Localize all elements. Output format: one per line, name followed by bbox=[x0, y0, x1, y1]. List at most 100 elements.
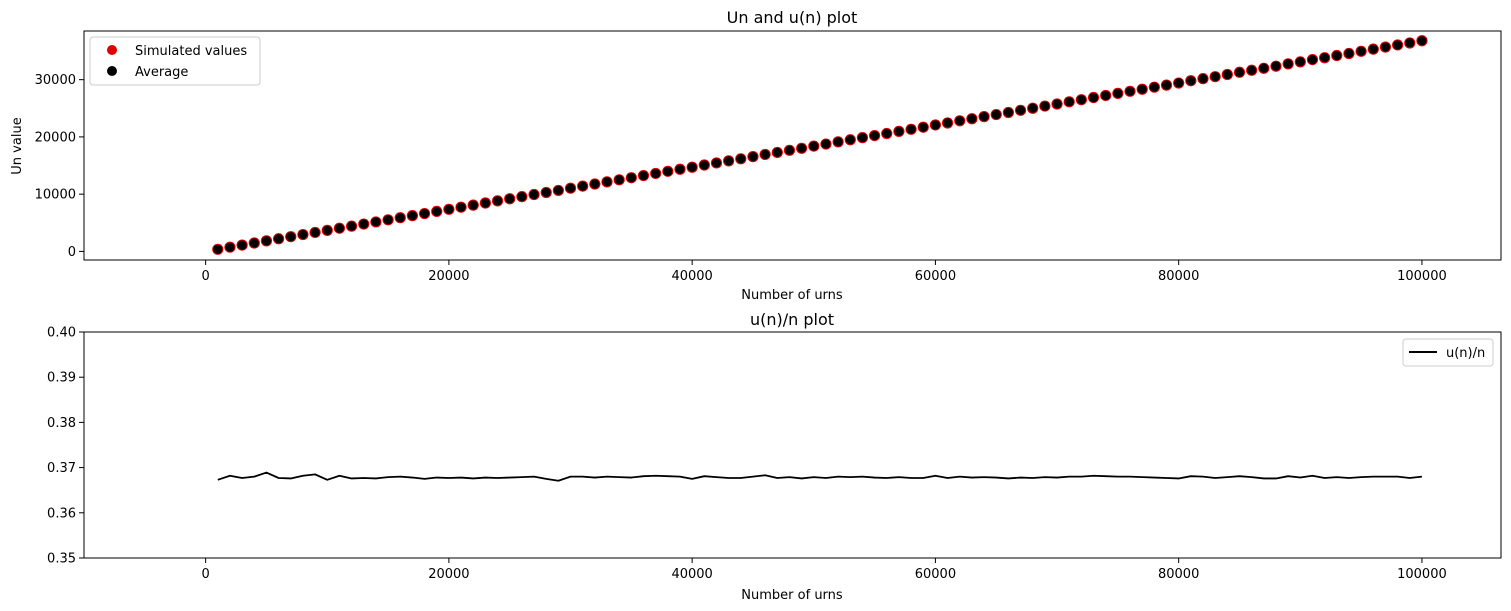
point-average bbox=[1295, 57, 1305, 67]
y-tick-label: 0.39 bbox=[47, 371, 76, 386]
point-average bbox=[359, 219, 369, 229]
x-tick-label: 60000 bbox=[915, 269, 956, 284]
point-average bbox=[857, 133, 868, 143]
y-tick-label: 0.37 bbox=[47, 461, 76, 476]
legend-label-simulated: Simulated values bbox=[135, 44, 247, 59]
point-average bbox=[249, 238, 259, 248]
y-tick-label: 20000 bbox=[35, 130, 76, 145]
point-average bbox=[261, 236, 272, 246]
y-tick-label: 30000 bbox=[35, 73, 76, 88]
x-tick-label: 20000 bbox=[428, 269, 469, 284]
point-average bbox=[1137, 84, 1147, 94]
bottom-legend-box bbox=[1402, 338, 1494, 367]
series-line-ratio bbox=[217, 471, 1423, 482]
point-average bbox=[1210, 71, 1220, 82]
point-average bbox=[322, 225, 332, 235]
point-average bbox=[395, 213, 405, 223]
point-average bbox=[1198, 74, 1208, 84]
point-average bbox=[955, 116, 965, 126]
point-average bbox=[1417, 36, 1427, 46]
point-average bbox=[444, 204, 454, 214]
point-average bbox=[784, 145, 795, 155]
point-average bbox=[711, 158, 722, 168]
point-average bbox=[346, 221, 357, 231]
point-average bbox=[1320, 52, 1330, 63]
point-average bbox=[918, 122, 928, 132]
y-tick-label: 10000 bbox=[35, 188, 76, 203]
point-average bbox=[1040, 101, 1050, 111]
point-average bbox=[1307, 55, 1318, 65]
point-average bbox=[967, 114, 977, 124]
point-average bbox=[334, 223, 345, 233]
top-legend: Simulated values Average bbox=[89, 36, 261, 86]
series-average bbox=[213, 36, 1427, 254]
point-average bbox=[724, 156, 734, 166]
point-average bbox=[578, 181, 588, 191]
point-average bbox=[1161, 80, 1172, 90]
point-average bbox=[1405, 38, 1415, 48]
point-average bbox=[1344, 48, 1354, 58]
point-average bbox=[1271, 61, 1281, 71]
point-average bbox=[1186, 76, 1196, 86]
point-average bbox=[1101, 90, 1111, 101]
point-average bbox=[663, 166, 673, 176]
legend-marker-simulated bbox=[107, 45, 117, 55]
point-average bbox=[383, 215, 393, 225]
top-plot-area: 0 20000 40000 60000 80000 100000 0 10000 20000 30… bbox=[35, 35, 1447, 284]
top-chart-xlabel: Number of urns bbox=[741, 288, 843, 303]
point-average bbox=[1028, 103, 1038, 113]
y-tick-label: 0.35 bbox=[47, 552, 76, 567]
point-average bbox=[1283, 59, 1293, 69]
point-average bbox=[1393, 40, 1403, 50]
point-average bbox=[821, 139, 831, 149]
point-average bbox=[991, 109, 1001, 120]
point-average bbox=[590, 179, 600, 189]
point-average bbox=[286, 232, 296, 242]
point-average bbox=[809, 141, 819, 151]
point-average bbox=[833, 137, 843, 147]
top-chart-title: Un and u(n) plot bbox=[727, 8, 858, 27]
point-average bbox=[1234, 67, 1245, 77]
point-average bbox=[626, 173, 636, 183]
point-average bbox=[638, 170, 649, 181]
point-average bbox=[1247, 65, 1257, 75]
point-average bbox=[1368, 44, 1378, 54]
x-tick-label: 80000 bbox=[1158, 567, 1199, 582]
point-average bbox=[237, 240, 247, 250]
bottom-chart-title: u(n)/n plot bbox=[750, 310, 834, 329]
point-average bbox=[553, 185, 563, 195]
x-tick-label: 0 bbox=[201, 567, 209, 582]
point-average bbox=[298, 229, 308, 240]
point-average bbox=[1076, 95, 1086, 105]
point-average bbox=[432, 206, 442, 216]
point-average bbox=[505, 194, 515, 204]
point-average bbox=[675, 164, 685, 174]
point-average bbox=[942, 118, 953, 128]
point-average bbox=[1064, 97, 1074, 107]
x-tick-label: 0 bbox=[201, 269, 209, 284]
y-tick-label: 0.38 bbox=[47, 416, 76, 431]
point-average bbox=[651, 168, 661, 179]
point-average bbox=[1356, 46, 1366, 56]
point-average bbox=[845, 135, 855, 145]
point-average bbox=[468, 200, 478, 210]
point-average bbox=[699, 160, 709, 170]
bottom-plot-frame bbox=[83, 331, 1502, 559]
point-average bbox=[1125, 86, 1135, 96]
point-average bbox=[1174, 78, 1184, 88]
point-average bbox=[797, 143, 807, 153]
point-average bbox=[736, 154, 746, 164]
point-average bbox=[1222, 69, 1232, 80]
point-average bbox=[371, 217, 381, 227]
y-tick-label: 0 bbox=[68, 245, 76, 260]
top-legend-box bbox=[89, 36, 261, 86]
top-plot-frame bbox=[83, 30, 1502, 261]
point-average bbox=[1332, 50, 1342, 61]
point-average bbox=[748, 152, 758, 162]
bottom-chart: u(n)/n plot 0 20000 40000 60000 80000 1000000… bbox=[47, 310, 1502, 603]
bottom-plot-area: 0 20000 40000 60000 80000 100000 0.35 0.36 0.37 0… bbox=[47, 326, 1447, 583]
point-average bbox=[906, 124, 916, 134]
point-average bbox=[565, 183, 576, 193]
